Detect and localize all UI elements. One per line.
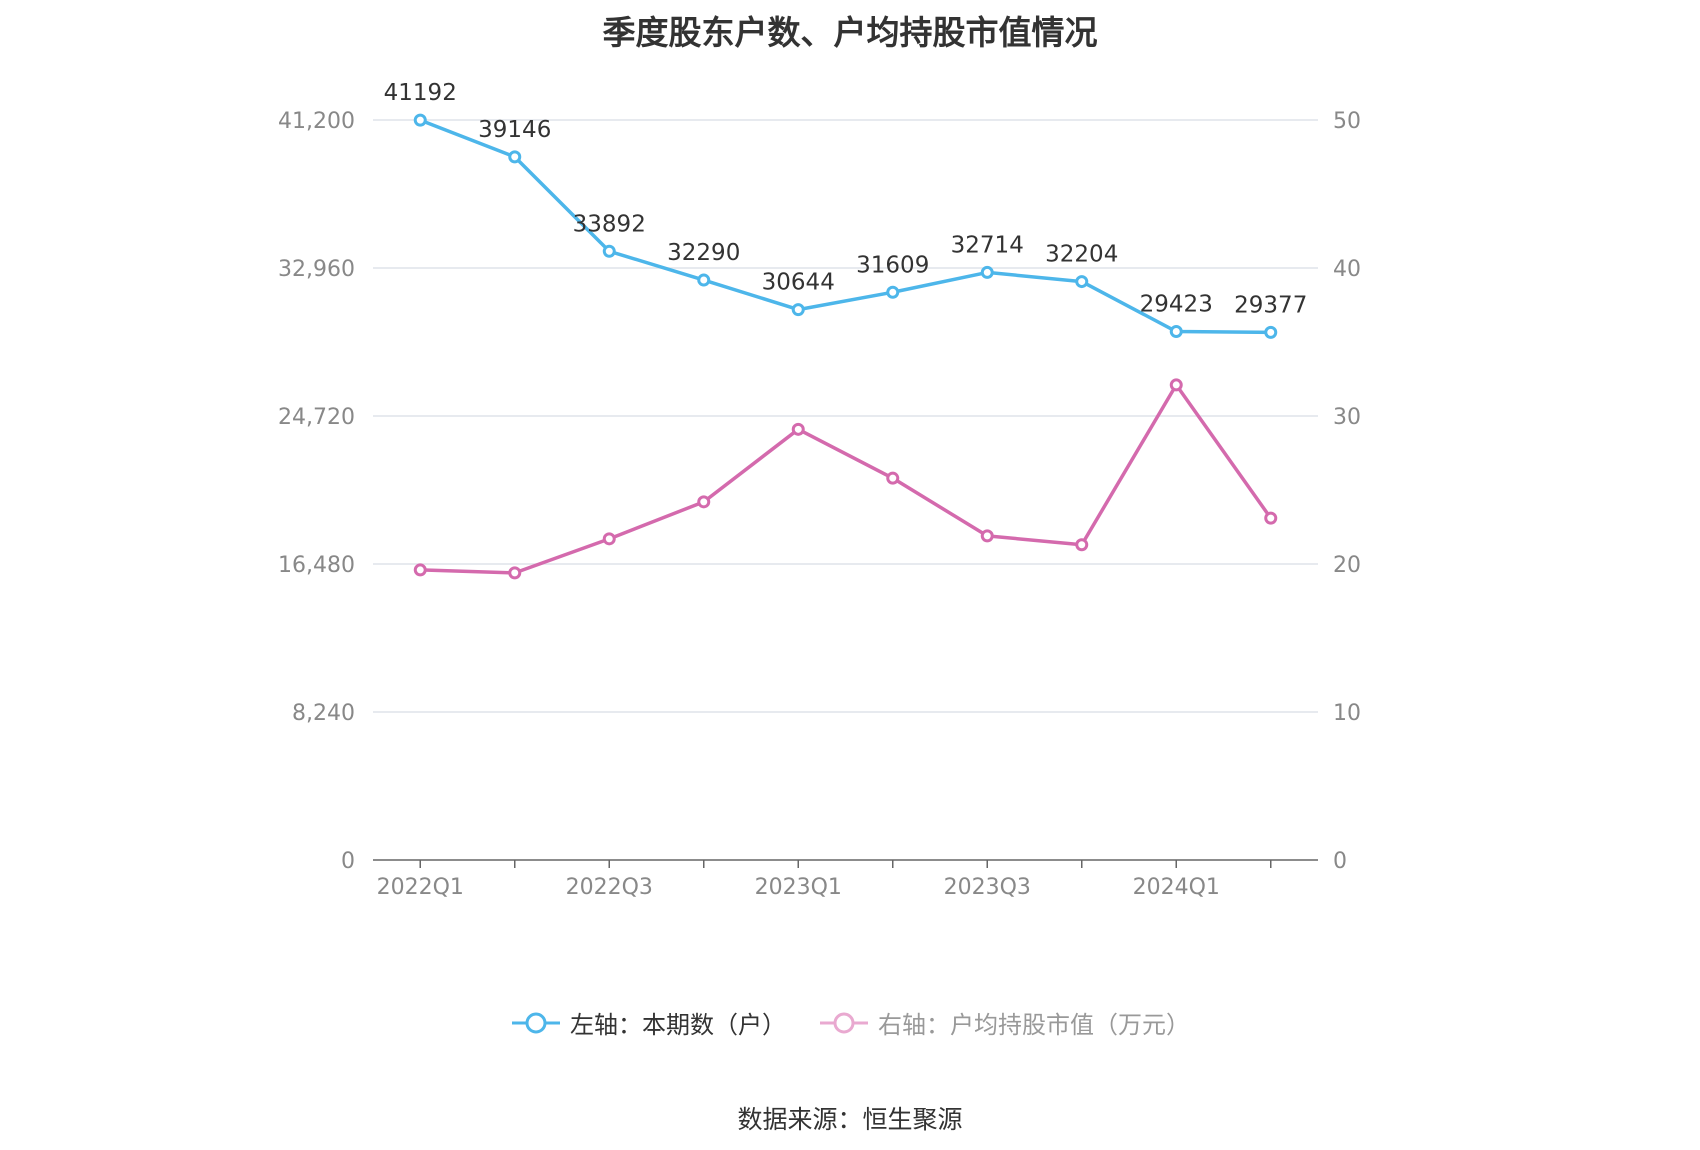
data-point-avg-value <box>697 495 711 509</box>
data-point-avg-value <box>413 563 427 577</box>
data-point-households <box>980 265 994 279</box>
data-point-households <box>508 150 522 164</box>
data-point-households <box>1169 325 1183 339</box>
legend-item-households[interactable]: 左轴：本期数（户） <box>510 1005 786 1040</box>
y-right-tick-label: 10 <box>1333 701 1361 726</box>
data-label-households: 33892 <box>573 211 646 237</box>
series-line-households <box>419 118 1271 335</box>
legend-label-households: 左轴：本期数（户） <box>570 1011 786 1039</box>
data-point-households <box>602 244 616 258</box>
y-left-tick-label: 0 <box>341 849 355 874</box>
x-tick-label: 2024Q1 <box>1133 875 1220 900</box>
data-point-avg-value <box>1169 378 1183 392</box>
y-right-tick-label: 30 <box>1333 405 1361 430</box>
legend-item-avg-value[interactable]: 右轴：户均持股市值（万元） <box>818 1005 1190 1040</box>
data-label-households: 39146 <box>478 117 551 143</box>
data-label-households: 29423 <box>1140 292 1213 318</box>
y-left-tick-label: 32,960 <box>278 257 355 282</box>
data-point-avg-value <box>508 566 522 580</box>
x-tick-label: 2023Q3 <box>944 875 1031 900</box>
data-label-households: 29377 <box>1234 292 1307 318</box>
data-point-households <box>791 303 805 317</box>
data-point-households <box>1264 325 1278 339</box>
data-source: 数据来源：恒生聚源 <box>737 1105 963 1134</box>
chart-title: 季度股东户数、户均持股市值情况 <box>602 13 1098 52</box>
y-left-tick-label: 16,480 <box>278 553 355 578</box>
y-left-tick-label: 8,240 <box>292 701 355 726</box>
data-point-avg-value <box>980 529 994 543</box>
data-label-households: 32290 <box>667 240 740 266</box>
data-point-avg-value <box>791 422 805 436</box>
legend-label-avg-value: 右轴：户均持股市值（万元） <box>878 1011 1190 1039</box>
data-point-avg-value <box>1075 538 1089 552</box>
y-right-tick-label: 20 <box>1333 553 1361 578</box>
legend-swatch-avg-value-icon <box>820 1012 868 1033</box>
y-right-tick-label: 0 <box>1333 849 1347 874</box>
data-point-avg-value <box>1264 511 1278 525</box>
x-tick-label: 2022Q3 <box>566 875 653 900</box>
data-label-households: 32714 <box>951 232 1024 258</box>
data-point-households <box>1075 275 1089 289</box>
legend: 左轴：本期数（户） 右轴：户均持股市值（万元） <box>0 1005 1700 1040</box>
data-point-households <box>697 273 711 287</box>
data-point-avg-value <box>602 532 616 546</box>
series-line-avg-value <box>420 383 1273 575</box>
data-point-households <box>413 113 427 127</box>
x-tick-label: 2023Q1 <box>755 875 842 900</box>
y-left-tick-label: 24,720 <box>278 405 355 430</box>
y-right-tick-label: 40 <box>1333 257 1361 282</box>
data-label-households: 41192 <box>384 80 457 106</box>
data-point-avg-value <box>886 471 900 485</box>
legend-swatch-households-icon <box>512 1012 560 1033</box>
data-label-households: 31609 <box>856 252 929 278</box>
y-left-tick-label: 41,200 <box>278 109 355 134</box>
data-point-households <box>886 285 900 299</box>
x-tick-label: 2022Q1 <box>377 875 464 900</box>
data-label-households: 32204 <box>1045 242 1118 268</box>
data-label-households: 30644 <box>762 270 835 296</box>
y-right-tick-label: 50 <box>1333 109 1361 134</box>
